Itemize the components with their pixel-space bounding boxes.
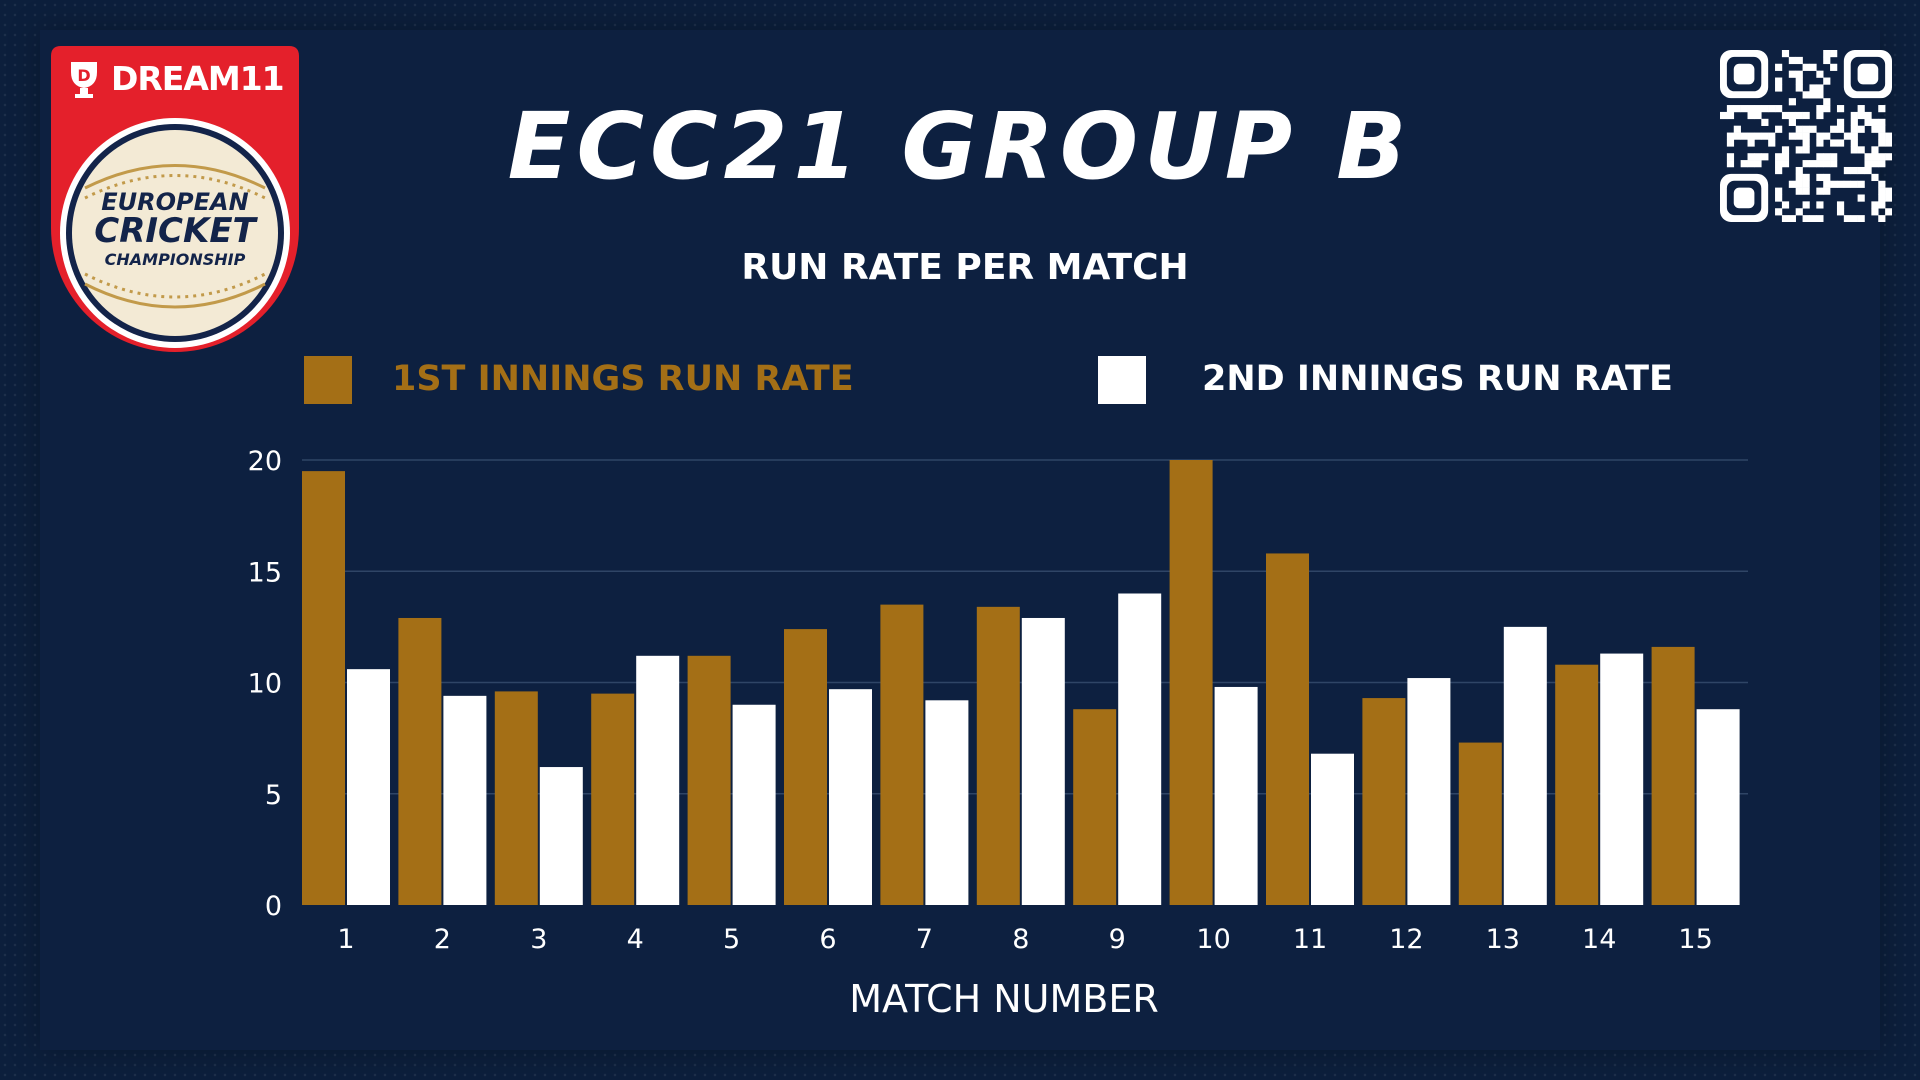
x-tick-label: 15 — [1678, 924, 1712, 955]
legend-label-first-innings: 1ST INNINGS RUN RATE — [392, 359, 854, 399]
legend-swatch-second-innings — [1098, 356, 1146, 404]
dream11-trophy-icon: D — [71, 62, 97, 98]
bar-first-innings-match-12 — [1362, 698, 1406, 905]
y-tick-label: 5 — [265, 780, 282, 811]
chart-subtitle: RUN RATE PER MATCH — [741, 247, 1189, 288]
bar-second-innings-match-1 — [347, 669, 390, 905]
bar-second-innings-match-12 — [1407, 678, 1451, 905]
bar-second-innings-match-14 — [1600, 653, 1644, 905]
logo-text-line2: CRICKET — [94, 211, 258, 251]
logo-text-line1: EUROPEAN — [101, 188, 248, 216]
bar-second-innings-match-10 — [1214, 686, 1258, 905]
chart-title: ECC21 GROUP B — [507, 93, 1413, 200]
bar-first-innings-match-8 — [976, 606, 1020, 905]
logo-text-line3: CHAMPIONSHIP — [105, 250, 246, 269]
bar-second-innings-match-5 — [732, 704, 776, 905]
bar-first-innings-match-15 — [1651, 646, 1695, 905]
bar-second-innings-match-4 — [636, 655, 680, 905]
x-tick-label: 13 — [1486, 924, 1520, 955]
y-tick-label: 0 — [265, 891, 282, 922]
bar-first-innings-match-4 — [591, 693, 635, 905]
bar-second-innings-match-13 — [1503, 626, 1547, 905]
bar-first-innings-match-14 — [1555, 664, 1599, 905]
x-tick-label: 12 — [1389, 924, 1423, 955]
x-tick-label: 5 — [723, 924, 740, 955]
x-tick-label: 1 — [337, 924, 354, 955]
bar-first-innings-match-3 — [494, 691, 538, 905]
bar-second-innings-match-2 — [443, 695, 487, 905]
bar-second-innings-match-7 — [925, 700, 969, 905]
bar-second-innings-match-11 — [1311, 753, 1354, 905]
bar-first-innings-match-9 — [1073, 709, 1117, 905]
bar-first-innings-match-6 — [784, 629, 827, 905]
y-tick-label: 15 — [248, 557, 282, 588]
bar-first-innings-match-2 — [398, 617, 442, 905]
x-tick-label: 9 — [1109, 924, 1126, 955]
bar-second-innings-match-3 — [539, 767, 583, 905]
logo-ball-seam — [84, 164, 266, 309]
x-tick-label: 6 — [819, 924, 836, 955]
bar-first-innings-match-13 — [1458, 742, 1502, 905]
bar-second-innings-match-15 — [1696, 709, 1740, 905]
logo-brand-text: DREAM11 — [111, 59, 284, 98]
bar-second-innings-match-8 — [1021, 617, 1065, 905]
bar-first-innings-match-11 — [1266, 553, 1309, 905]
x-tick-label: 3 — [530, 924, 547, 955]
x-tick-label: 10 — [1196, 924, 1230, 955]
qr-code-icon — [1720, 50, 1892, 222]
svg-text:D: D — [77, 66, 90, 85]
x-tick-label: 14 — [1582, 924, 1616, 955]
x-tick-label: 11 — [1293, 924, 1327, 955]
bar-first-innings-match-5 — [687, 655, 731, 905]
bar-first-innings-match-7 — [880, 604, 924, 905]
y-tick-label: 10 — [248, 669, 282, 700]
x-tick-label: 7 — [916, 924, 933, 955]
x-tick-label: 4 — [627, 924, 644, 955]
bar-first-innings-match-10 — [1169, 460, 1213, 905]
x-tick-label: 8 — [1012, 924, 1029, 955]
ecc-logo: D DREAM11 EUROPEAN CRICKET CHAMPIONSHIP — [51, 46, 299, 352]
bar-second-innings-match-6 — [829, 689, 872, 905]
legend-swatch-first-innings — [304, 356, 352, 404]
x-tick-label: 2 — [434, 924, 451, 955]
bar-first-innings-match-1 — [302, 471, 345, 905]
y-tick-label: 20 — [248, 446, 282, 477]
legend-label-second-innings: 2ND INNINGS RUN RATE — [1202, 359, 1673, 399]
bar-second-innings-match-9 — [1118, 593, 1162, 905]
x-axis-label: MATCH NUMBER — [849, 977, 1159, 1021]
bars — [302, 460, 1740, 905]
